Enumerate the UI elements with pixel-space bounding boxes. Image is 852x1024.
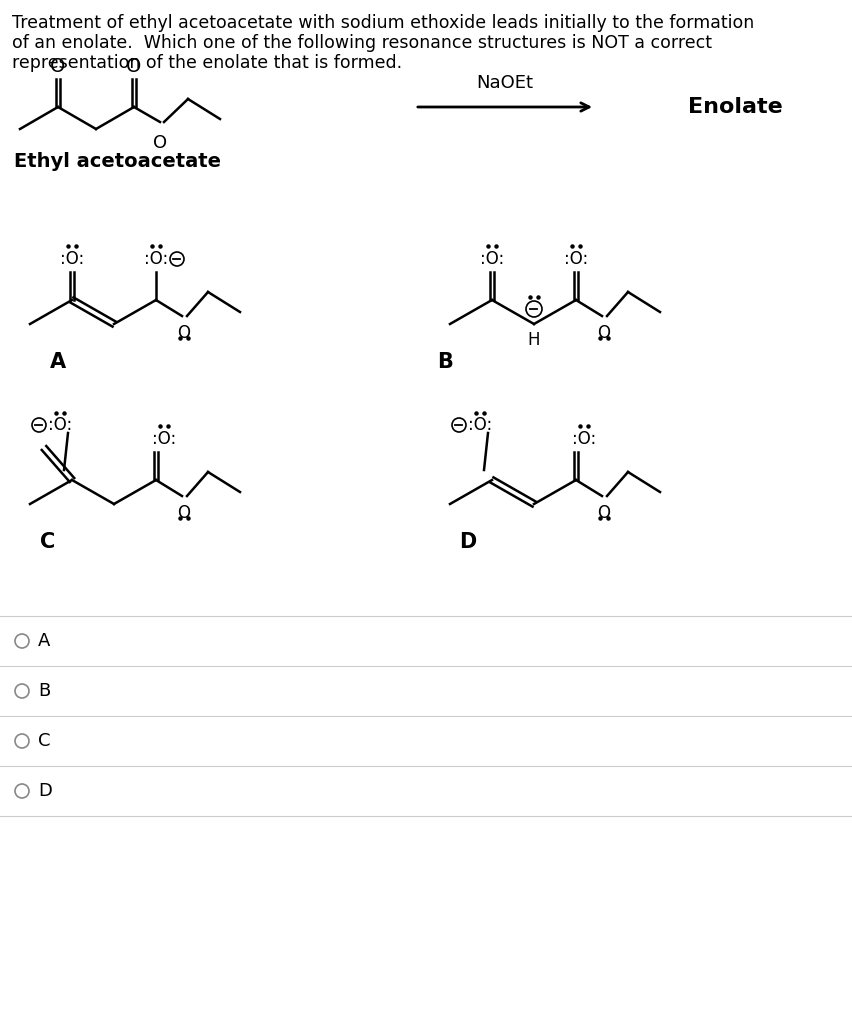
Text: A: A <box>50 352 66 372</box>
Text: :O:: :O: <box>60 250 84 268</box>
Text: D: D <box>38 782 52 800</box>
Text: :O:: :O: <box>48 416 72 434</box>
Text: B: B <box>436 352 452 372</box>
Text: NaOEt: NaOEt <box>476 74 532 92</box>
Text: of an enolate.  Which one of the following resonance structures is NOT a correct: of an enolate. Which one of the followin… <box>12 34 711 52</box>
Text: O: O <box>50 57 66 77</box>
Text: :O:: :O: <box>144 250 168 268</box>
Text: :O:: :O: <box>480 250 504 268</box>
Text: B: B <box>38 682 50 700</box>
Text: Enolate: Enolate <box>687 97 781 117</box>
Text: Treatment of ethyl acetoacetate with sodium ethoxide leads initially to the form: Treatment of ethyl acetoacetate with sod… <box>12 14 753 32</box>
Text: O: O <box>596 324 610 342</box>
Text: O: O <box>177 324 190 342</box>
Text: O: O <box>177 504 190 522</box>
Text: O: O <box>126 57 141 77</box>
Text: O: O <box>153 134 167 152</box>
Text: :O:: :O: <box>563 250 587 268</box>
Text: :O:: :O: <box>468 416 492 434</box>
Text: A: A <box>38 632 50 650</box>
Text: D: D <box>459 532 476 552</box>
Text: C: C <box>38 732 50 750</box>
Text: H: H <box>527 331 539 349</box>
Text: O: O <box>596 504 610 522</box>
Text: :O:: :O: <box>571 430 596 449</box>
Text: :O:: :O: <box>152 430 176 449</box>
Text: C: C <box>40 532 55 552</box>
Text: representation of the enolate that is formed.: representation of the enolate that is fo… <box>12 54 401 72</box>
Text: Ethyl acetoacetate: Ethyl acetoacetate <box>14 152 221 171</box>
